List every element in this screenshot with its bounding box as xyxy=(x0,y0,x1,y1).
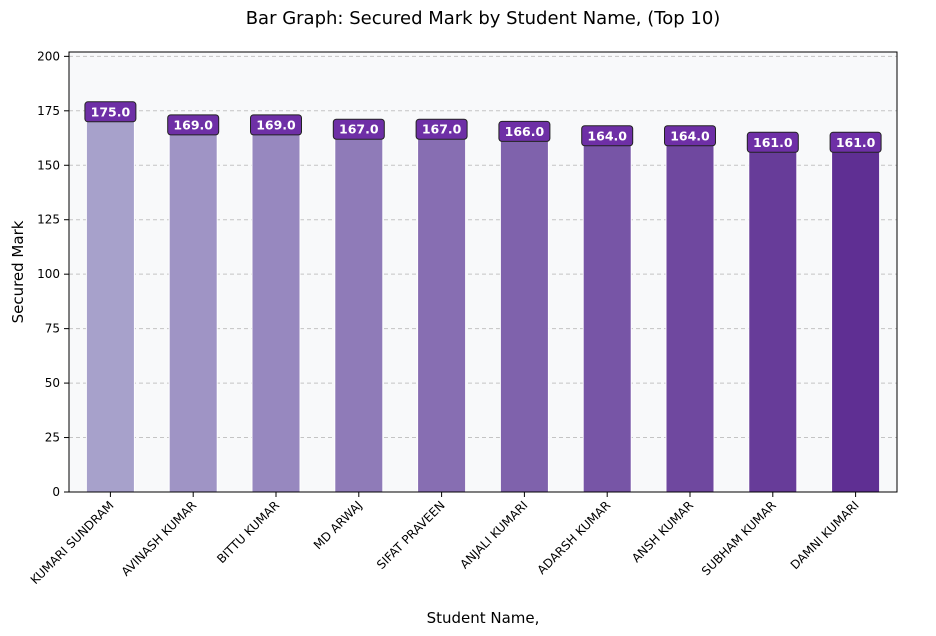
y-tick-label: 75 xyxy=(45,322,60,336)
x-tick-label: MD ARWAJ xyxy=(311,498,365,552)
data-label-box xyxy=(415,118,468,140)
bar xyxy=(665,134,715,493)
data-label: 166.0 xyxy=(505,124,545,139)
x-tick-label: ADARSH KUMAR xyxy=(534,498,613,577)
y-tick-label: 0 xyxy=(52,485,60,499)
x-tick-label: DAMNI KUMARI xyxy=(788,498,862,572)
data-label-box xyxy=(167,114,220,136)
bar xyxy=(168,123,218,493)
chart-title: Bar Graph: Secured Mark by Student Name,… xyxy=(246,8,721,29)
data-label: 161.0 xyxy=(753,135,793,150)
data-label: 167.0 xyxy=(422,122,462,137)
x-tick-label: SUBHAM KUMAR xyxy=(699,498,779,578)
x-axis-label: Student Name, xyxy=(427,609,540,627)
bar xyxy=(831,140,881,493)
x-tick-label: BITTU KUMAR xyxy=(214,498,282,566)
x-tick-label: SIFAT PRAVEEN xyxy=(374,498,448,572)
y-axis-label: Secured Mark xyxy=(9,220,27,323)
x-tick-label: ANJALI KUMARI xyxy=(457,498,530,571)
bar xyxy=(582,134,632,493)
data-label: 164.0 xyxy=(670,128,710,143)
y-tick-label: 125 xyxy=(37,213,60,227)
data-label-box xyxy=(250,114,302,136)
plot-frame xyxy=(68,51,898,493)
y-tick-label: 100 xyxy=(37,267,60,281)
y-tick-label: 25 xyxy=(45,431,60,445)
bar xyxy=(85,110,135,493)
bar xyxy=(748,140,798,493)
data-label-box xyxy=(829,131,882,153)
data-label: 161.0 xyxy=(836,135,876,150)
bars xyxy=(85,110,881,493)
data-label: 169.0 xyxy=(173,117,213,132)
data-labels: 175.0 169.0 169.0 167.0 167.0 166.0 164.0 164.0… xyxy=(84,101,882,153)
data-label-box xyxy=(746,131,799,153)
y-axis-ticks: 0 25 50 75 100 125 150 175 200 xyxy=(37,49,69,499)
y-tick-label: 175 xyxy=(37,104,60,118)
data-label: 167.0 xyxy=(339,122,379,137)
data-label-box xyxy=(581,125,634,147)
x-tick-label: KUMARI SUNDRAM xyxy=(28,498,117,587)
bar xyxy=(417,127,467,493)
data-label-box xyxy=(498,120,551,142)
bar xyxy=(499,129,549,493)
x-tick-label: ANSH KUMAR xyxy=(629,498,696,565)
data-label-box xyxy=(332,118,385,140)
bar xyxy=(334,127,384,493)
y-tick-label: 150 xyxy=(37,158,60,172)
bar xyxy=(251,123,301,493)
x-tick-label: AVINASH KUMAR xyxy=(119,498,200,579)
y-tick-label: 200 xyxy=(37,49,60,63)
data-label: 175.0 xyxy=(91,104,131,119)
data-label-box xyxy=(664,125,716,147)
y-tick-label: 50 xyxy=(45,376,60,390)
data-label-box xyxy=(84,101,137,123)
data-label: 164.0 xyxy=(587,128,627,143)
data-label: 169.0 xyxy=(256,117,296,132)
x-axis-ticks: KUMARI SUNDRAM AVINASH KUMAR BITTU KUMAR MD… xyxy=(28,492,862,587)
